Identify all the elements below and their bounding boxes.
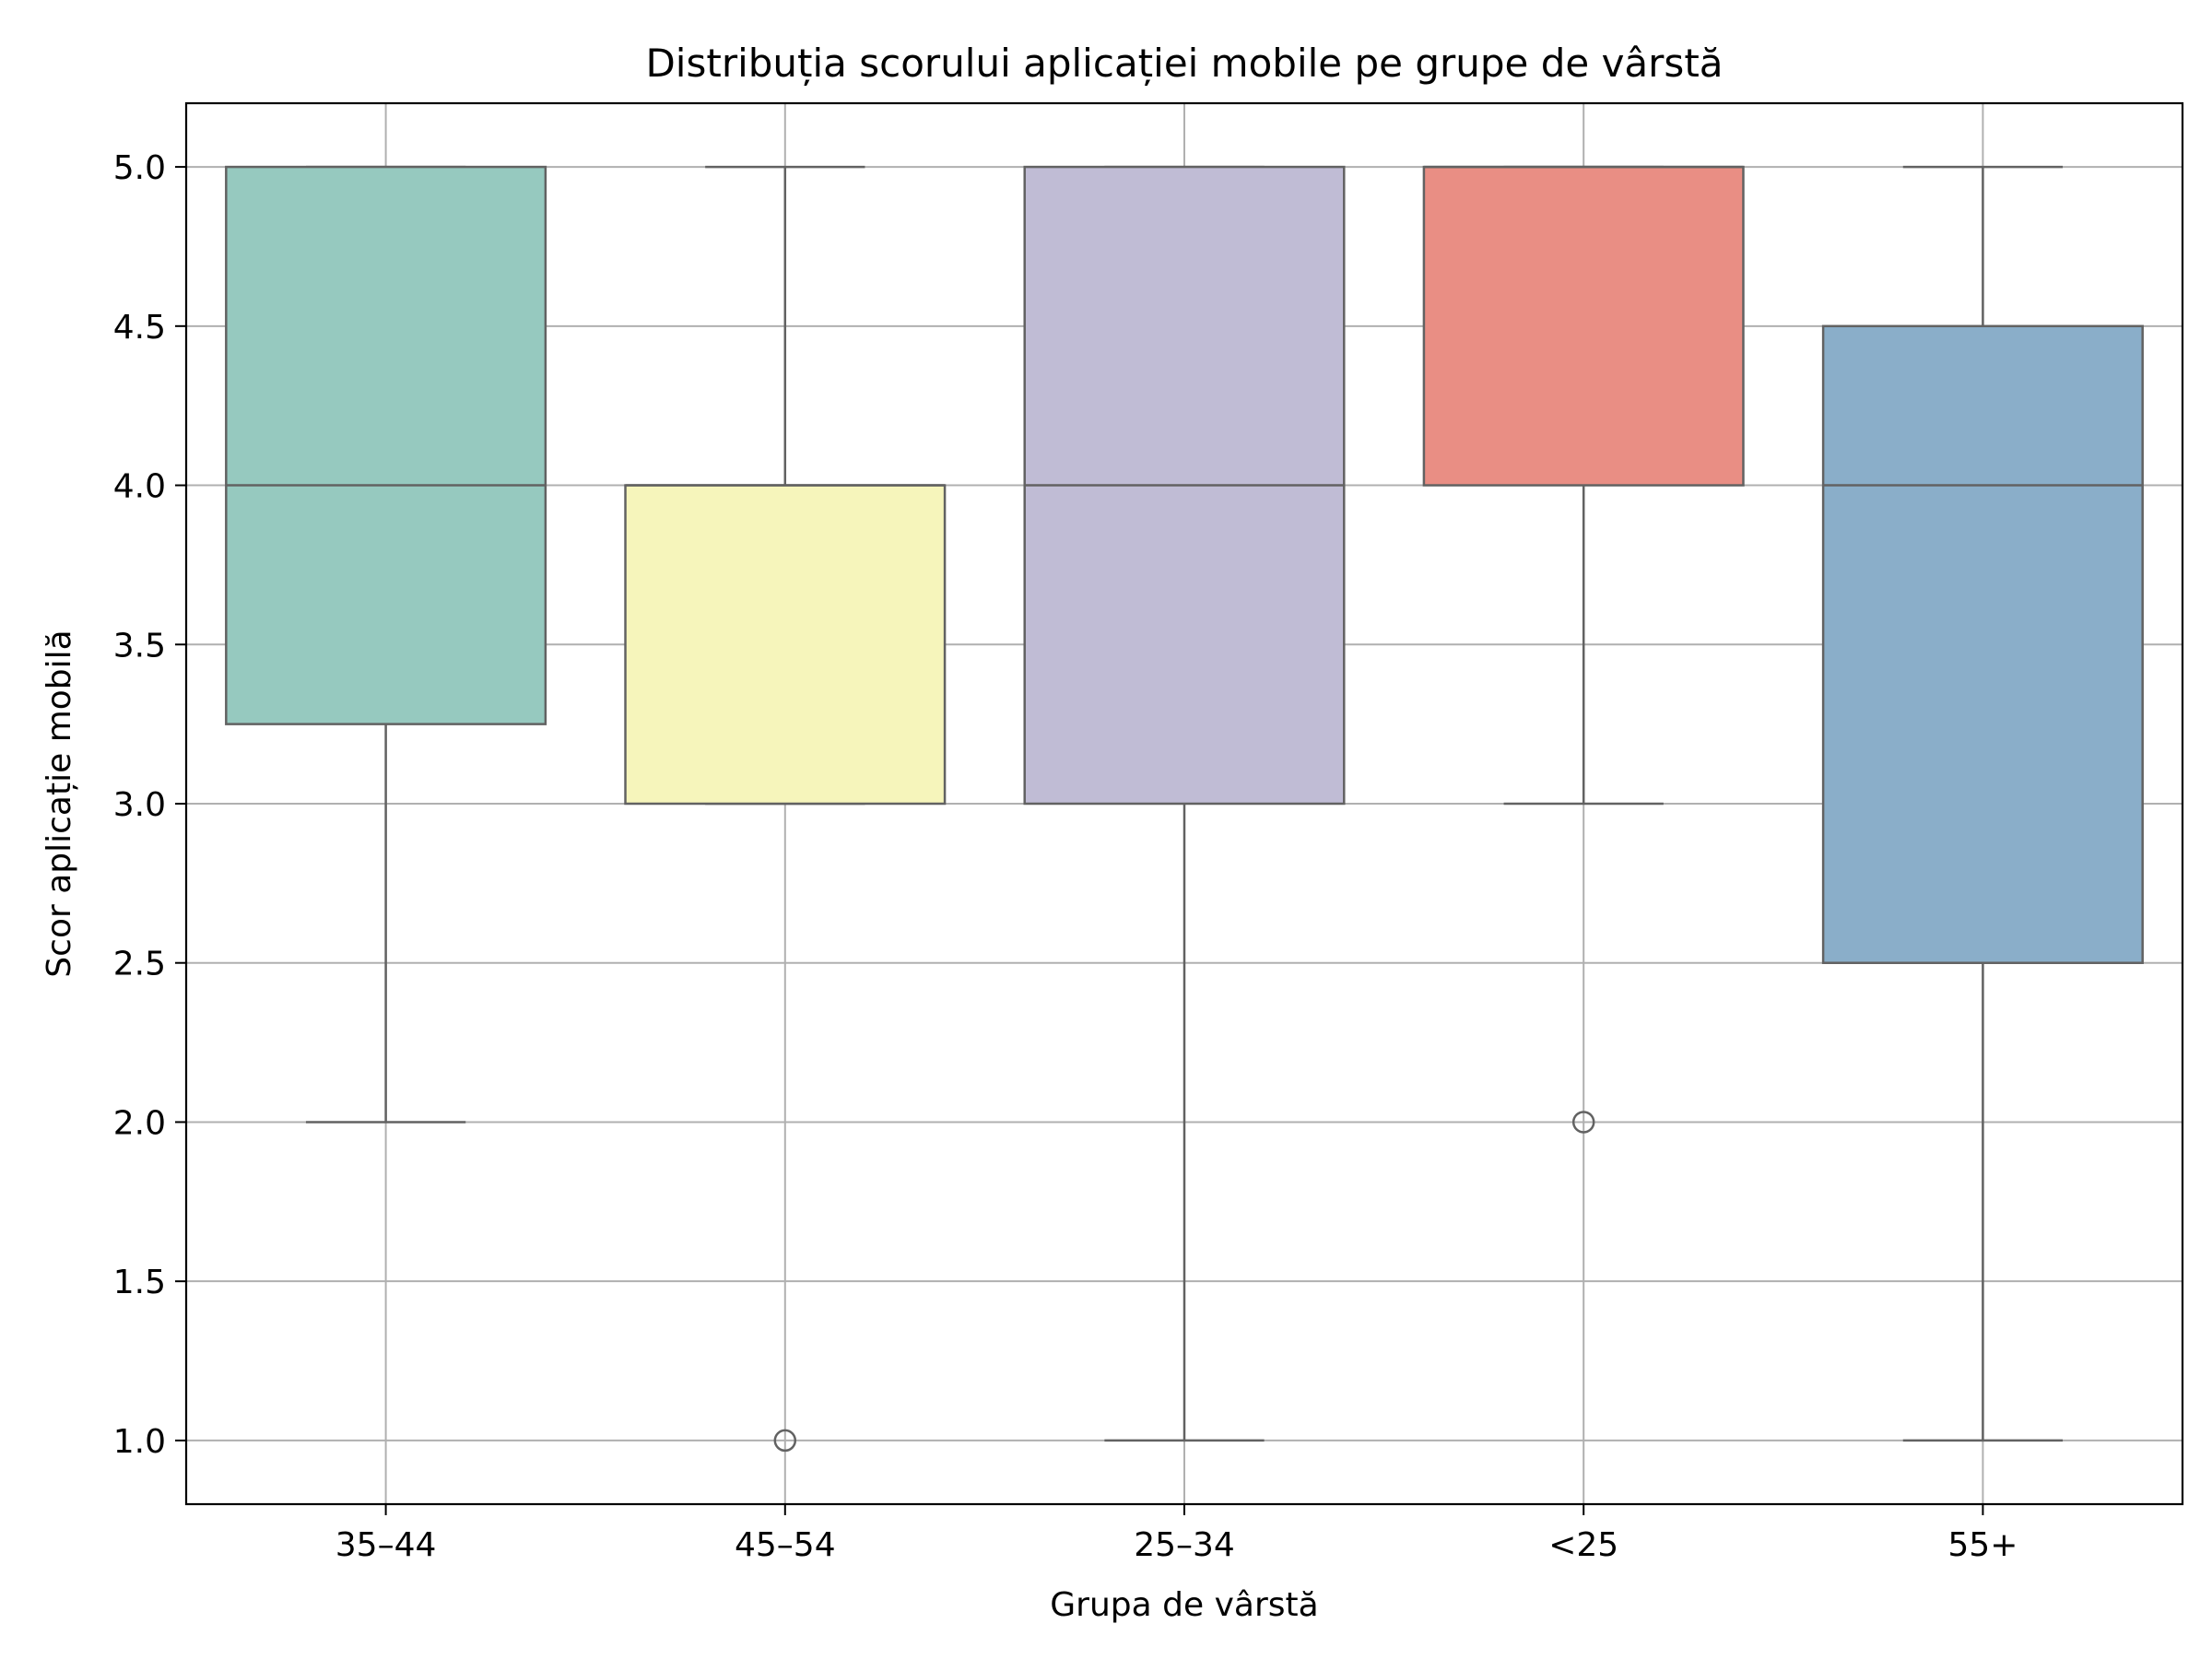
y-tick-label: 3.0	[113, 786, 166, 824]
box-4	[1821, 165, 2144, 1442]
box-0	[225, 165, 547, 1124]
box-body	[1821, 324, 2144, 964]
x-axis-ticks: 35–44 45–54 25–34 <25 55+	[335, 1504, 2018, 1564]
x-tick-label: 55+	[1947, 1526, 2018, 1564]
y-tick-label: 5.0	[113, 149, 166, 187]
y-axis-label: Scor aplicație mobilă	[41, 629, 78, 977]
outlier-point	[1571, 1111, 1595, 1134]
x-tick-label: 35–44	[335, 1526, 437, 1564]
x-tick-label: 25–34	[1134, 1526, 1235, 1564]
box-plot-series	[225, 165, 2144, 1453]
y-tick-label: 3.5	[113, 627, 166, 665]
box-1	[624, 165, 947, 1453]
chart-title: Distribuția scorului aplicației mobile p…	[645, 41, 1723, 86]
y-tick-label: 4.0	[113, 468, 166, 506]
outlier-point	[773, 1429, 797, 1453]
x-tick-label: <25	[1548, 1526, 1618, 1564]
y-tick-label: 2.0	[113, 1104, 166, 1142]
y-axis-ticks: 1.0 1.5 2.0 2.5 3.0 3.5 4.0 4.5 5.0	[113, 149, 186, 1461]
y-tick-label: 1.0	[113, 1423, 166, 1461]
y-tick-label: 1.5	[113, 1264, 166, 1301]
y-tick-label: 2.5	[113, 946, 166, 983]
x-axis-label: Grupa de vârstă	[1050, 1586, 1318, 1624]
box-body	[225, 165, 547, 725]
x-tick-label: 45–54	[735, 1526, 836, 1564]
box-3	[1422, 165, 1745, 1134]
box-2	[1023, 165, 1346, 1442]
box-body	[1422, 165, 1745, 487]
box-body	[624, 484, 947, 806]
y-tick-label: 4.5	[113, 309, 166, 347]
